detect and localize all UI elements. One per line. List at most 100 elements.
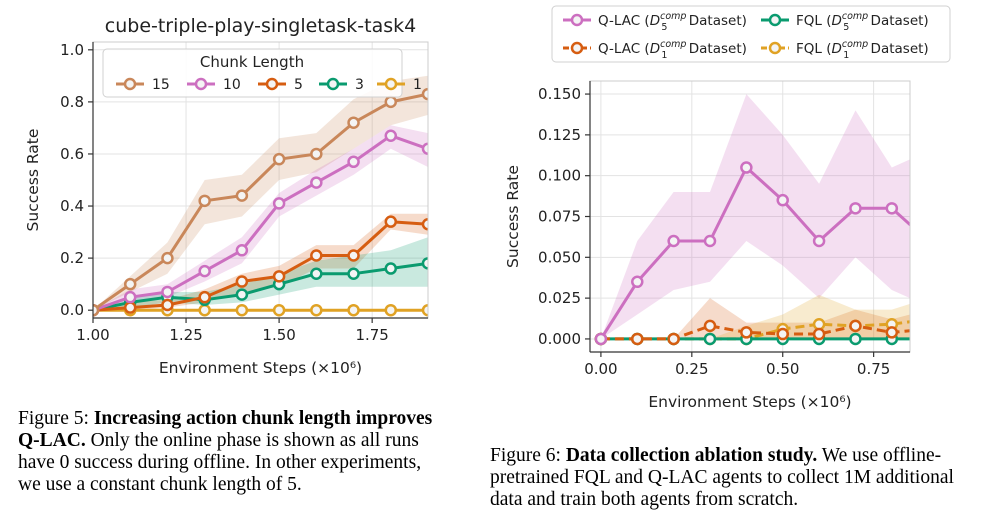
data-point-series-2	[703, 332, 717, 346]
data-point-series-4	[421, 303, 428, 317]
confidence-band-series-3	[600, 294, 910, 339]
x-tick-label: 1.75	[355, 326, 388, 344]
data-point-series-0	[235, 189, 249, 202]
data-point-series-0	[812, 234, 826, 248]
legend-item-10-marker	[194, 77, 208, 91]
legend-superscript: comp	[660, 39, 686, 50]
data-point-series-1	[384, 129, 398, 142]
confidence-band-series-1	[93, 125, 428, 311]
y-tick-label: 0.8	[60, 93, 84, 111]
data-point-series-1	[631, 332, 644, 346]
data-point-series-2	[198, 290, 211, 304]
legend-dataset-letter: D	[650, 41, 660, 57]
legend-dataset-word: Dataset)	[684, 41, 746, 57]
x-axis-label: Environment Steps (×10⁶)	[159, 359, 362, 377]
chart-title: cube-triple-play-singletask-task4	[105, 15, 416, 37]
data-point-series-0	[849, 202, 862, 215]
data-point-series-2	[310, 249, 323, 262]
data-point-series-2	[384, 215, 398, 228]
legend-name: FQL (	[796, 13, 831, 29]
data-point-series-1	[812, 327, 826, 341]
confidence-band-series-0	[93, 75, 428, 311]
figure-5-caption: Figure 5: Increasing action chunk length…	[18, 408, 448, 496]
data-point-series-1	[885, 326, 899, 339]
data-point-series-1	[347, 155, 360, 169]
data-point-series-2	[123, 301, 137, 314]
data-point-series-2	[161, 298, 174, 312]
figure-5-caption-bold: Increasing action chunk length improves …	[18, 408, 433, 451]
y-tick-label: 0.025	[538, 289, 581, 307]
data-point-series-4	[272, 303, 286, 317]
legend-label-3: FQL (Dcomp 1 Dataset)	[796, 39, 929, 61]
y-tick-label: 0.150	[538, 85, 581, 103]
x-tick-label: 1.50	[262, 326, 295, 344]
data-point-series-2	[421, 218, 428, 231]
legend-label-5: 5	[294, 77, 303, 93]
y-axis-label: Success Rate	[504, 165, 522, 268]
legend-dataset-letter: D	[650, 13, 660, 29]
data-point-series-1	[667, 332, 680, 346]
data-point-series-0	[123, 277, 137, 291]
data-point-series-3	[347, 267, 360, 280]
x-tick-label: 0.50	[766, 360, 799, 378]
figure-6-chart: 0.00 0.25 0.50 0.75 0.000 0.025 0.050 0.075 0.10…	[504, 5, 951, 411]
data-point-series-1	[272, 197, 286, 210]
data-point-series-2	[235, 275, 249, 288]
legend-name: Q-LAC (	[598, 13, 650, 29]
data-point-series-4	[235, 303, 249, 317]
legend-subscript: 5	[843, 22, 849, 33]
data-point-series-3	[923, 314, 933, 324]
legend-item-15-marker	[123, 77, 137, 91]
legend-subscript: 1	[843, 50, 849, 61]
y-axis-label: Success Rate	[24, 129, 42, 232]
legend-dataset-letter: D	[831, 41, 841, 57]
legend-label-10: 10	[223, 77, 241, 93]
data-point-series-0	[740, 161, 753, 174]
data-point-series-0	[776, 193, 789, 207]
legend-item-5-marker	[265, 77, 279, 91]
series-line-2	[93, 220, 428, 312]
data-point-series-0	[347, 116, 360, 129]
data-point-series-3	[310, 267, 323, 280]
y-tick-label: 0.100	[538, 167, 581, 185]
legend-label-1: Q-LAC (Dcomp 1 Dataset)	[598, 39, 747, 61]
data-point-series-4	[347, 303, 360, 317]
figure-6-caption-text: We use offline-pretrained FQL and Q-LAC …	[490, 445, 954, 510]
data-point-series-2	[272, 270, 286, 283]
data-point-series-3	[384, 262, 398, 275]
data-point-series-0	[198, 194, 211, 208]
y-tick-label: 1.0	[60, 41, 84, 59]
data-point-series-1	[849, 319, 862, 333]
figure-6-caption-label: Figure 6:	[490, 445, 566, 466]
y-tick-label: 0.000	[538, 330, 581, 348]
y-tick-label: 0.0	[60, 301, 84, 319]
figure-5-caption-text: Only the online phase is shown as all ru…	[18, 430, 422, 495]
x-tick-label: 0.75	[857, 360, 890, 378]
data-point-series-3	[421, 257, 428, 270]
data-point-series-1	[776, 327, 789, 341]
figure-5-caption-label: Figure 5:	[18, 408, 94, 429]
legend-dataset-word: Dataset)	[866, 41, 928, 57]
data-point-series-0	[310, 147, 323, 161]
data-point-series-0	[885, 202, 899, 215]
legend-label-3: 3	[355, 77, 364, 93]
y-tick-label: 0.125	[538, 126, 581, 144]
data-point-series-1	[923, 324, 933, 334]
legend-title: Chunk Length	[200, 53, 304, 71]
legend-superscript: comp	[842, 11, 868, 22]
y-tick-label: 0.050	[538, 248, 581, 266]
legend-superscript: comp	[842, 39, 868, 50]
legend-label-0: Q-LAC (Dcomp 5 Dataset)	[598, 11, 747, 33]
series-line-3	[600, 320, 910, 341]
data-point-series-0	[93, 303, 100, 317]
legend-item-0-marker	[570, 13, 584, 27]
figure-5-chart: 1.00 1.25 1.50 1.75 0.0 0.2 0.4 0.6 0.8 1.0 Enviro…	[24, 15, 429, 377]
legend-dataset-letter: D	[831, 13, 841, 29]
confidence-band-series-1	[600, 298, 910, 339]
data-point-series-0	[161, 251, 174, 265]
data-point-series-4	[384, 303, 398, 317]
x-tick-label: 0.25	[675, 360, 708, 378]
legend-item-1-marker	[570, 41, 584, 55]
x-tick-label: 0.00	[584, 360, 617, 378]
y-tick-label: 0.6	[60, 145, 84, 163]
